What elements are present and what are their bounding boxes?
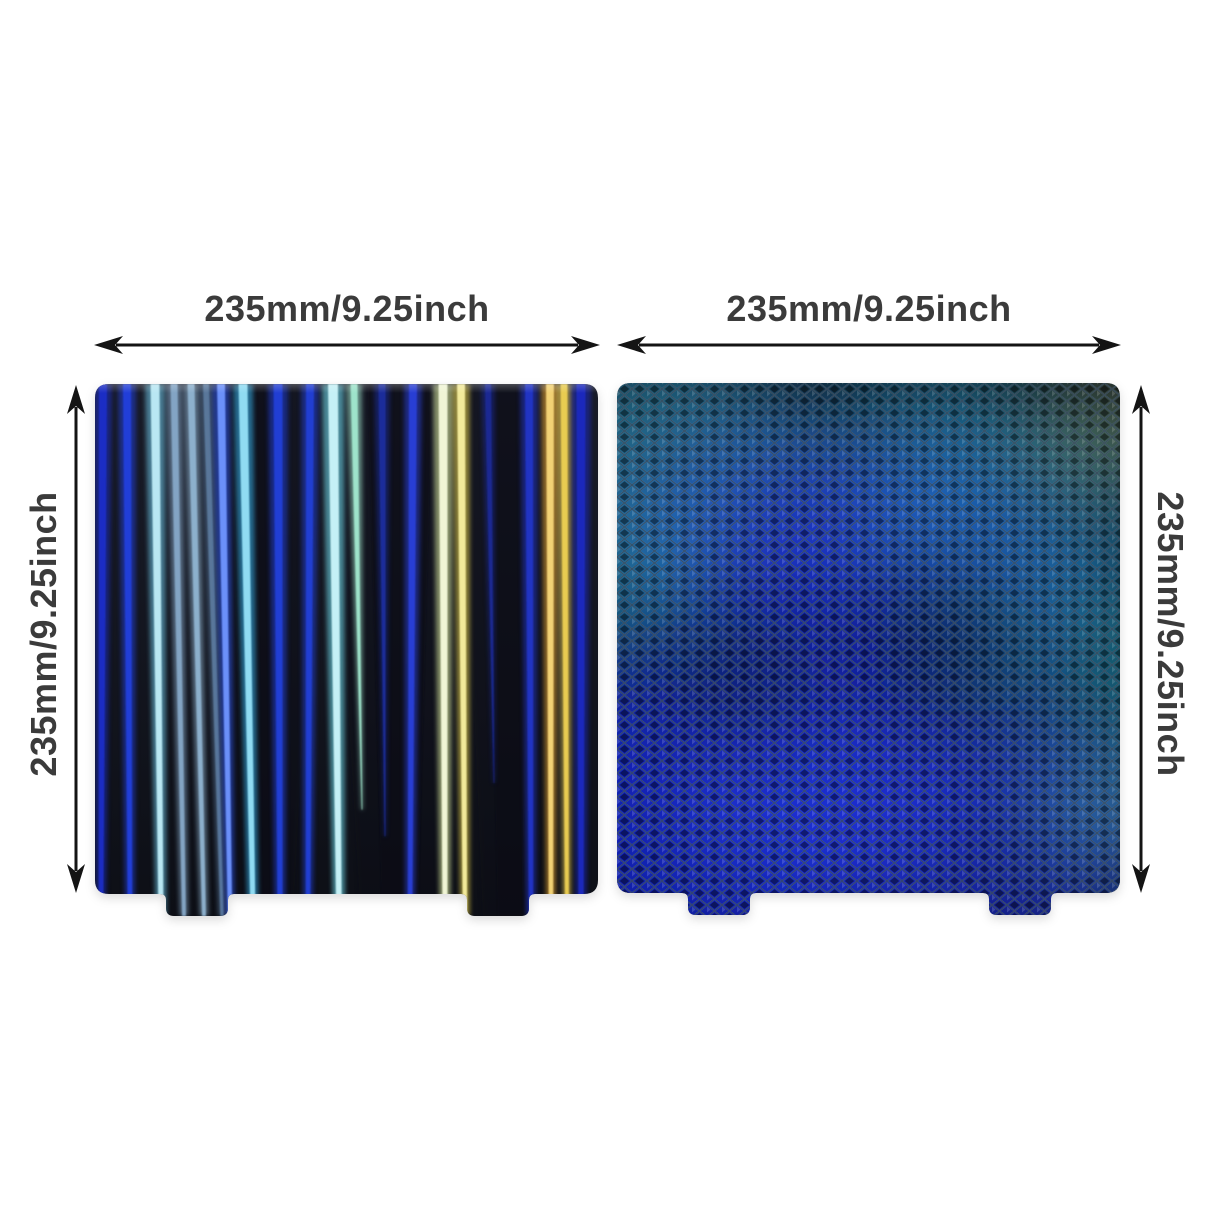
left-plate-image [95, 384, 598, 916]
laser-stripes-texture [95, 384, 591, 916]
dimension-label-left-plate-width: 235mm/9.25inch [204, 288, 490, 329]
dimension-label-right-plate-width: 235mm/9.25inch [726, 288, 1012, 329]
height-arrow-right-plate [1132, 385, 1150, 893]
dimension-label-left-plate-height: 235mm/9.25inch [23, 491, 64, 777]
width-arrow-right-plate [617, 336, 1121, 354]
right-plate-image [617, 383, 1120, 915]
width-arrow-left-plate [94, 336, 600, 354]
height-arrow-left-plate [67, 385, 85, 893]
dimension-label-right-plate-height: 235mm/9.25inch [1150, 491, 1191, 777]
